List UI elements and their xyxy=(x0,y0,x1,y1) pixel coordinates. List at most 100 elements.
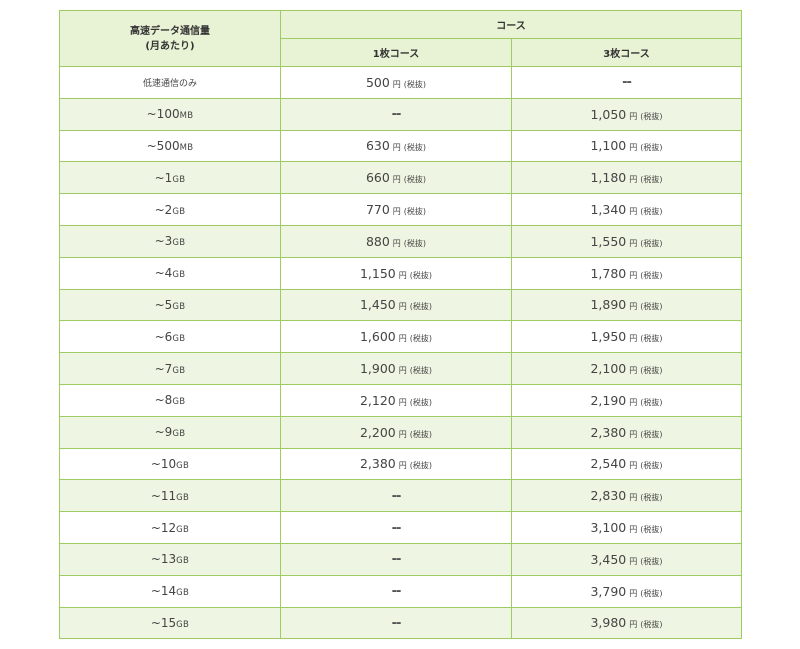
tax-note: (税抜) xyxy=(409,366,433,376)
tax-note: (税抜) xyxy=(409,461,433,471)
data-volume-amount: ~14 xyxy=(150,584,177,599)
price-cell: 500 円 (税抜) xyxy=(280,66,512,99)
tax-note: (税抜) xyxy=(640,238,663,248)
table-row: ~4GB 1,150 円 (税抜) 1,780 円 (税抜) xyxy=(59,256,742,290)
price-amount: 2,830 xyxy=(590,488,627,504)
dash-text: -- xyxy=(622,75,632,91)
price-amount: 2,120 xyxy=(359,392,396,408)
price-amount: 500 xyxy=(365,74,390,90)
price-amount: 880 xyxy=(365,233,390,249)
data-volume-amount: ~100 xyxy=(146,107,180,122)
price-cell: 2,380 円 (税抜) xyxy=(511,415,742,449)
price-amount: 660 xyxy=(365,170,390,186)
data-volume-amount: ~1 xyxy=(154,170,173,185)
yen-unit: 円 xyxy=(398,270,407,280)
price-cell: 3,790 円 (税抜) xyxy=(511,574,742,608)
price-cell: 1,550 円 (税抜) xyxy=(511,224,742,258)
price-amount: 770 xyxy=(365,202,390,218)
tax-note: (税抜) xyxy=(409,270,433,280)
table-row: ~5GB 1,450 円 (税抜) 1,890 円 (税抜) xyxy=(59,288,742,322)
price-cell: 1,180 円 (税抜) xyxy=(511,161,742,195)
data-volume-cell: ~500MB xyxy=(59,129,281,163)
table-row: ~500MB 630 円 (税抜) 1,100 円 (税抜) xyxy=(59,129,742,163)
price-cell: 2,120 円 (税抜) xyxy=(280,383,512,417)
price-amount: 2,100 xyxy=(590,361,627,377)
data-volume-cell: ~10GB xyxy=(59,447,281,481)
data-volume-cell: ~14GB xyxy=(59,574,281,608)
yen-unit: 円 xyxy=(392,238,401,248)
yen-unit: 円 xyxy=(392,175,401,185)
table-row: ~3GB 880 円 (税抜) 1,550 円 (税抜) xyxy=(59,224,742,258)
price-cell: 1,900 円 (税抜) xyxy=(280,352,512,385)
tax-note: (税抜) xyxy=(640,493,663,503)
dash-text: -- xyxy=(391,615,402,631)
price-amount: 1,150 xyxy=(359,265,396,281)
data-volume-cell: ~2GB xyxy=(59,193,281,226)
dash-text: -- xyxy=(391,520,402,536)
price-amount: 1,900 xyxy=(359,361,396,377)
table-body: 低速通信のみ 500 円 (税抜) -- ~100MB -- 1,050 円 (税抜) ~500MB… xyxy=(59,66,742,640)
price-amount: 2,200 xyxy=(359,424,396,440)
price-amount: 630 xyxy=(365,138,390,154)
price-cell: 630 円 (税抜) xyxy=(280,129,512,163)
data-volume-unit: GB xyxy=(176,492,190,503)
price-cell: 660 円 (税抜) xyxy=(280,161,512,195)
price-cell: -- xyxy=(280,97,512,131)
table-row: ~8GB 2,120 円 (税抜) 2,190 円 (税抜) xyxy=(59,383,742,417)
data-volume-cell: ~1GB xyxy=(59,161,281,195)
yen-unit: 円 xyxy=(629,143,638,153)
tax-note: (税抜) xyxy=(640,461,663,471)
course-3-header: 3枚コース xyxy=(511,38,742,67)
yen-unit: 円 xyxy=(392,143,401,153)
tax-note: (税抜) xyxy=(640,429,663,439)
tax-note: (税抜) xyxy=(409,429,433,439)
price-amount: 2,380 xyxy=(590,424,627,440)
data-volume-amount: ~6 xyxy=(154,329,173,344)
header-row: 高速データ通信量 (月あたり) コース xyxy=(59,10,742,67)
price-cell: 1,950 円 (税抜) xyxy=(511,320,742,354)
price-cell: -- xyxy=(280,542,512,576)
price-cell: -- xyxy=(280,606,512,640)
table-row: ~9GB 2,200 円 (税抜) 2,380 円 (税抜) xyxy=(59,415,742,449)
data-volume-cell: ~12GB xyxy=(59,511,281,544)
dash-text: -- xyxy=(391,552,402,568)
data-volume-unit: GB xyxy=(172,333,186,344)
table-row: ~11GB -- 2,830 円 (税抜) xyxy=(59,479,742,513)
tax-note: (税抜) xyxy=(640,270,663,280)
yen-unit: 円 xyxy=(629,366,638,376)
yen-unit: 円 xyxy=(629,429,638,439)
table-row: ~10GB 2,380 円 (税抜) 2,540 円 (税抜) xyxy=(59,447,742,481)
data-volume-cell: ~11GB xyxy=(59,479,281,513)
data-volume-unit: GB xyxy=(176,619,190,630)
data-volume-amount: ~3 xyxy=(154,234,173,249)
table-row: ~14GB -- 3,790 円 (税抜) xyxy=(59,574,742,608)
yen-unit: 円 xyxy=(629,493,638,503)
price-cell: 770 円 (税抜) xyxy=(280,193,512,226)
data-volume-amount: ~7 xyxy=(154,361,173,376)
data-volume-cell: ~13GB xyxy=(59,542,281,576)
data-volume-header: 高速データ通信量 (月あたり) xyxy=(59,10,281,67)
tax-note: (税抜) xyxy=(640,207,663,217)
data-volume-unit: GB xyxy=(176,460,190,471)
tax-note: (税抜) xyxy=(640,525,663,535)
tax-note: (税抜) xyxy=(640,556,663,566)
price-cell: 1,100 円 (税抜) xyxy=(511,129,742,163)
table-row: ~12GB -- 3,100 円 (税抜) xyxy=(59,511,742,544)
table-row: ~6GB 1,600 円 (税抜) 1,950 円 (税抜) xyxy=(59,320,742,354)
data-volume-header-line1: 高速データ通信量 xyxy=(130,25,210,37)
price-amount: 1,780 xyxy=(590,265,627,281)
data-volume-unit: GB xyxy=(172,270,186,281)
price-amount: 1,180 xyxy=(590,170,627,186)
data-volume-unit: GB xyxy=(176,556,190,567)
data-volume-amount: ~500 xyxy=(146,138,180,153)
price-cell: 3,450 円 (税抜) xyxy=(511,542,742,576)
tax-note: (税抜) xyxy=(403,143,427,153)
tax-note: (税抜) xyxy=(640,143,663,153)
yen-unit: 円 xyxy=(629,556,638,566)
tax-note: (税抜) xyxy=(409,397,433,407)
yen-unit: 円 xyxy=(398,429,407,439)
tax-note: (税抜) xyxy=(640,175,663,185)
data-volume-unit: GB xyxy=(172,206,186,217)
data-volume-unit: GB xyxy=(176,524,190,535)
data-volume-cell: ~15GB xyxy=(59,606,281,640)
